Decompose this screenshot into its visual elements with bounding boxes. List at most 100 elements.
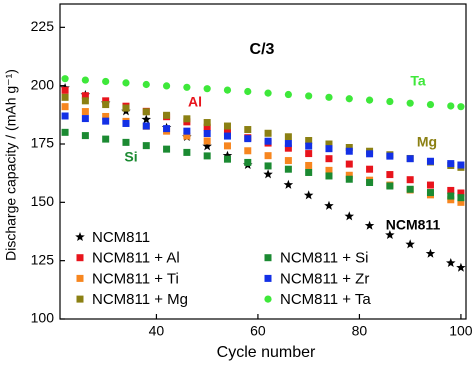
data-point (426, 181, 434, 189)
legend-label: NCM811 + Zr (280, 270, 369, 287)
data-point (264, 129, 272, 137)
data-point (447, 102, 455, 110)
data-point (325, 93, 333, 101)
data-point (366, 179, 374, 186)
data-point (325, 145, 333, 153)
annotation: Ta (410, 73, 426, 89)
data-point (344, 211, 354, 221)
data-point (324, 200, 334, 210)
data-point (406, 155, 414, 163)
data-point (203, 152, 211, 160)
data-point (284, 165, 292, 173)
data-point (284, 144, 292, 152)
data-point (386, 152, 394, 160)
data-point (122, 79, 130, 87)
data-point (406, 99, 414, 107)
data-point (456, 262, 466, 272)
data-point (366, 165, 374, 173)
data-point (81, 76, 89, 84)
data-point (303, 190, 314, 200)
data-point (61, 86, 69, 94)
legend-label: NCM811 (92, 229, 150, 246)
x-tick-label: 80 (352, 323, 368, 339)
data-point (264, 137, 272, 145)
data-point (183, 115, 191, 123)
legend-marker (76, 254, 84, 262)
data-point (385, 230, 395, 239)
legend-marker (75, 232, 85, 241)
x-axis-label: Cycle number (217, 344, 316, 361)
data-point (81, 97, 89, 105)
legend-label: NCM811 + Si (280, 250, 369, 267)
data-point (244, 126, 252, 134)
y-tick-label: 125 (31, 251, 55, 267)
annotation: Si (124, 149, 137, 165)
data-point (426, 100, 435, 109)
data-point (386, 182, 394, 190)
data-point (183, 83, 191, 91)
data-point (305, 161, 313, 169)
legend-marker (76, 295, 84, 303)
chart-title: C/3 (250, 41, 275, 58)
data-point (162, 82, 171, 90)
data-point (425, 248, 436, 258)
data-point (222, 150, 233, 160)
data-point (244, 87, 252, 96)
x-tick-label: 100 (449, 323, 473, 339)
y-axis-label: Discharge capacity / (mAh g⁻¹) (3, 69, 19, 261)
y-tick-label: 175 (31, 135, 55, 151)
annotation: NCM811 (386, 217, 441, 233)
data-point (345, 144, 353, 151)
data-point (122, 104, 130, 112)
data-point (305, 92, 313, 100)
data-point (264, 89, 272, 97)
data-point (457, 198, 465, 206)
data-point (142, 108, 150, 116)
data-point (102, 77, 110, 86)
y-tick-label: 225 (31, 18, 55, 34)
data-point (406, 185, 414, 193)
data-point (61, 75, 69, 83)
data-point (284, 157, 292, 165)
data-point (263, 169, 273, 179)
data-point (203, 137, 211, 145)
data-point (264, 162, 272, 170)
data-point (203, 119, 211, 127)
data-point (284, 133, 292, 141)
data-point (305, 150, 313, 158)
data-point (183, 148, 191, 156)
data-point (345, 160, 353, 168)
data-point (406, 176, 414, 184)
legend-label: NCM811 + Ti (92, 270, 179, 287)
data-point (163, 111, 171, 119)
legend-marker (76, 274, 84, 282)
data-point (141, 114, 151, 124)
data-point (61, 112, 69, 120)
data-point (457, 161, 465, 169)
legend-marker (264, 274, 272, 282)
data-point (283, 179, 294, 189)
data-point (426, 189, 434, 197)
data-point (203, 130, 211, 137)
data-point (142, 80, 150, 89)
y-tick-label: 100 (31, 310, 55, 326)
data-point (122, 138, 130, 146)
data-point (386, 97, 394, 106)
data-point (203, 85, 211, 93)
data-point (122, 119, 130, 127)
data-point (345, 147, 353, 155)
data-point (61, 93, 69, 101)
x-tick-label: 60 (250, 323, 266, 339)
legend-marker (264, 295, 272, 303)
data-point (81, 108, 89, 116)
data-point (325, 140, 333, 148)
data-point (102, 97, 110, 105)
data-point (102, 135, 110, 143)
data-point (183, 127, 191, 135)
data-point (81, 92, 89, 100)
annotation: Mg (417, 134, 437, 150)
data-point (163, 125, 171, 133)
data-point (264, 152, 272, 160)
data-point (203, 123, 211, 131)
